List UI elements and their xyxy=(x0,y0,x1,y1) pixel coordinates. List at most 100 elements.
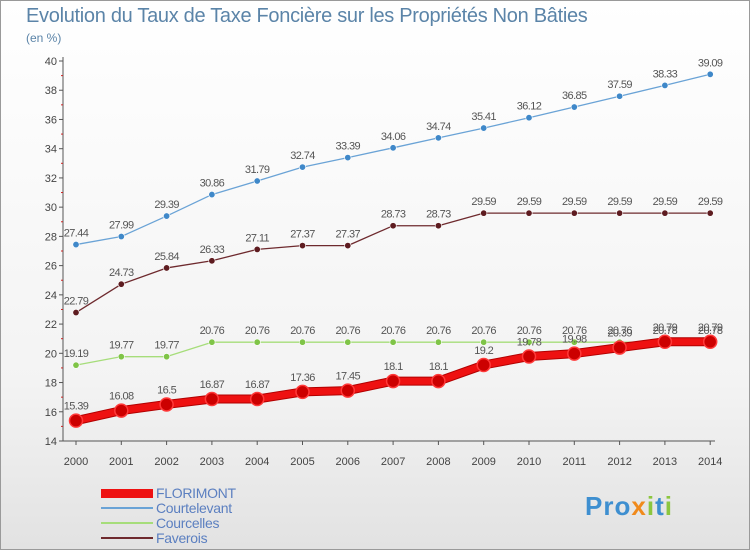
data-label-faverois: 28.73 xyxy=(381,209,406,221)
data-label-courtelevant: 34.74 xyxy=(426,121,451,133)
x-tick-label: 2010 xyxy=(517,456,541,468)
legend-swatch-courtelevant xyxy=(101,507,153,509)
data-label-florimont: 16.87 xyxy=(245,379,270,391)
y-tick-label: 40 xyxy=(45,56,57,68)
data-label-florimont: 19.78 xyxy=(517,337,542,349)
data-point-faverois xyxy=(480,209,488,217)
data-label-faverois: 25.84 xyxy=(154,251,179,263)
data-point-faverois xyxy=(706,209,714,217)
data-point-faverois xyxy=(163,264,171,272)
data-label-faverois: 26.33 xyxy=(200,244,225,256)
data-point-courcelles xyxy=(298,338,306,346)
data-point-faverois xyxy=(389,222,397,230)
data-point-faverois xyxy=(298,242,306,250)
data-point-courtelevant xyxy=(434,134,442,142)
data-label-florimont: 16.87 xyxy=(200,379,225,391)
x-tick-label: 2005 xyxy=(290,456,314,468)
data-point-courtelevant xyxy=(661,81,669,89)
data-point-faverois xyxy=(616,209,624,217)
data-point-courcelles xyxy=(525,338,533,346)
data-point-florimont xyxy=(249,391,265,407)
data-label-faverois: 29.59 xyxy=(517,196,542,208)
data-label-faverois: 29.59 xyxy=(653,196,678,208)
data-point-courcelles xyxy=(480,338,488,346)
legend-swatch-florimont xyxy=(101,488,153,498)
data-point-florimont xyxy=(612,340,627,355)
y-tick-label: 14 xyxy=(45,436,57,448)
data-point-florimont xyxy=(567,346,582,361)
y-tick-label: 32 xyxy=(45,173,57,185)
y-tick-label: 16 xyxy=(45,407,57,419)
data-point-courtelevant xyxy=(298,163,306,171)
data-point-courtelevant xyxy=(163,212,171,220)
data-label-faverois: 29.59 xyxy=(562,196,587,208)
data-point-courtelevant xyxy=(208,191,216,199)
y-tick-label: 18 xyxy=(45,378,57,390)
x-tick-label: 2001 xyxy=(109,456,133,468)
data-label-courcelles: 20.78 xyxy=(653,325,678,337)
data-point-courtelevant xyxy=(72,241,80,249)
data-point-florimont xyxy=(340,383,356,398)
data-point-faverois xyxy=(570,209,578,217)
data-point-florimont xyxy=(702,334,718,350)
data-label-faverois: 29.59 xyxy=(698,196,723,208)
data-label-courcelles: 20.78 xyxy=(698,325,723,337)
data-point-courcelles xyxy=(117,353,125,361)
unit-label: (en %) xyxy=(26,31,62,45)
x-tick-label: 2007 xyxy=(381,456,405,468)
data-label-courcelles: 20.76 xyxy=(336,325,361,337)
data-label-courcelles: 20.76 xyxy=(290,325,315,337)
data-point-courcelles xyxy=(389,338,397,346)
y-tick-label: 38 xyxy=(45,85,57,97)
data-label-courcelles: 20.76 xyxy=(562,325,587,337)
data-point-faverois xyxy=(344,242,352,250)
data-point-courtelevant xyxy=(525,114,533,122)
data-label-courtelevant: 27.99 xyxy=(109,220,134,232)
data-point-courtelevant xyxy=(389,144,397,152)
data-point-courtelevant xyxy=(480,124,488,132)
x-tick-label: 2009 xyxy=(471,456,495,468)
x-tick-label: 2006 xyxy=(336,456,360,468)
data-point-courcelles xyxy=(72,361,80,369)
data-point-florimont xyxy=(295,384,310,400)
data-point-faverois xyxy=(525,209,533,217)
data-point-florimont xyxy=(476,357,491,373)
legend-swatch-faverois xyxy=(101,537,153,539)
data-point-courcelles xyxy=(570,338,578,346)
data-point-courtelevant xyxy=(570,103,578,111)
x-tick-label: 2004 xyxy=(245,456,269,468)
data-point-courtelevant xyxy=(117,233,125,241)
data-label-courcelles: 20.76 xyxy=(517,325,542,337)
data-label-florimont: 16.08 xyxy=(109,391,134,403)
data-label-courcelles: 20.76 xyxy=(200,325,225,337)
x-tick-label: 2012 xyxy=(607,456,631,468)
y-tick-label: 26 xyxy=(45,261,57,273)
data-label-courcelles: 20.76 xyxy=(471,325,496,337)
data-label-courtelevant: 36.85 xyxy=(562,90,587,102)
data-label-florimont: 17.36 xyxy=(290,372,315,384)
data-point-courcelles xyxy=(163,353,171,361)
data-label-florimont: 18.1 xyxy=(429,361,448,373)
y-tick-label: 34 xyxy=(45,144,57,156)
data-label-courtelevant: 36.12 xyxy=(517,101,542,113)
data-point-courtelevant xyxy=(253,177,261,185)
data-point-faverois xyxy=(117,280,125,288)
data-label-florimont: 17.45 xyxy=(336,371,361,383)
data-label-faverois: 27.11 xyxy=(245,232,269,244)
data-label-faverois: 28.73 xyxy=(426,209,451,221)
legend-label-courtelevant: Courtelevant xyxy=(156,500,232,516)
y-tick-label: 28 xyxy=(45,231,57,243)
chart-title: Evolution du Taux de Taxe Foncière sur l… xyxy=(26,5,588,27)
data-label-faverois: 27.37 xyxy=(336,229,361,241)
data-label-faverois: 29.59 xyxy=(471,196,496,208)
y-tick-label: 20 xyxy=(45,348,57,360)
data-label-courcelles: 19.77 xyxy=(154,340,179,352)
data-label-courtelevant: 35.41 xyxy=(471,111,496,123)
data-label-faverois: 29.59 xyxy=(607,196,632,208)
x-tick-label: 2008 xyxy=(426,456,450,468)
data-label-courtelevant: 38.33 xyxy=(653,68,678,80)
data-label-florimont: 20.39 xyxy=(607,328,632,340)
data-point-courtelevant xyxy=(706,70,714,78)
